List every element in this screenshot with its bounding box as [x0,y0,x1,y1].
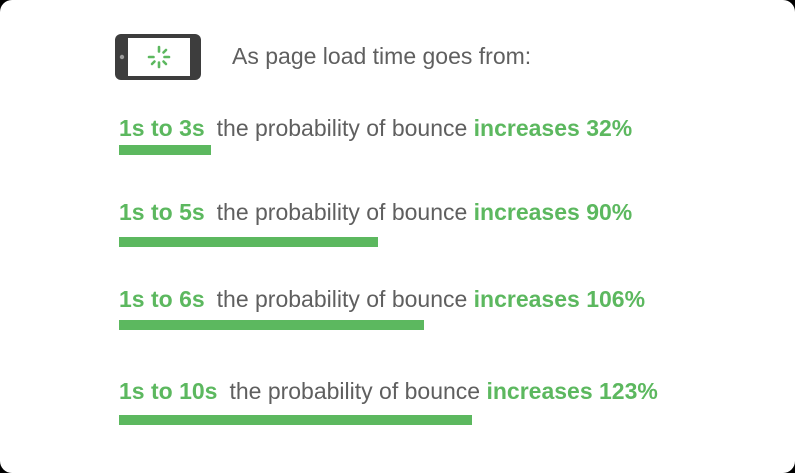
probability-label: the probability of bounce [216,199,468,225]
time-range-label: 1s to 10s [119,378,218,404]
bar-4 [119,415,472,425]
time-range-label: 1s to 3s [119,115,205,141]
phone-loading-icon [115,34,201,80]
bar-row-1: 1s to 3s the probability of bounce increa… [119,112,632,144]
header-text: As page load time goes from: [232,43,532,69]
increase-label: increases 106% [473,286,646,312]
probability-label: the probability of bounce [216,286,468,312]
increase-label: increases 32% [473,115,633,141]
bar-row-label: 1s to 6s the probability of bounce increa… [119,283,645,315]
bar-row-4: 1s to 10s the probability of bounce incre… [119,375,658,407]
bar-row-label: 1s to 3s the probability of bounce increa… [119,112,632,144]
bar-1 [119,145,211,155]
bar-row-label: 1s to 10s the probability of bounce incre… [119,375,658,407]
bar-row-3: 1s to 6s the probability of bounce increa… [119,283,645,315]
bar-3 [119,320,424,330]
probability-label: the probability of bounce [216,115,468,141]
time-range-label: 1s to 5s [119,199,205,225]
bar-row-2: 1s to 5s the probability of bounce increa… [119,196,632,228]
time-range-label: 1s to 6s [119,286,205,312]
increase-label: increases 90% [473,199,633,225]
increase-label: increases 123% [486,378,658,404]
probability-label: the probability of bounce [229,378,481,404]
bar-2 [119,237,378,247]
bar-row-label: 1s to 5s the probability of bounce increa… [119,196,632,228]
